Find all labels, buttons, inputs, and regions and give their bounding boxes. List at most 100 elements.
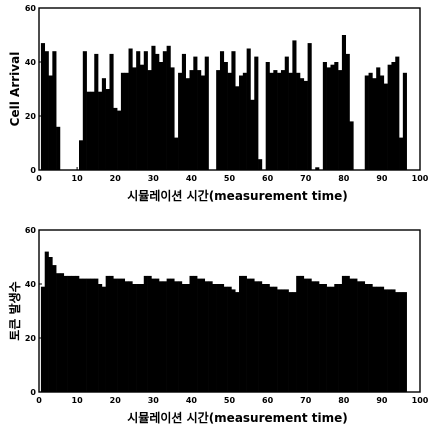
bar: [364, 75, 369, 170]
chart-cell-arrival: 0 10 20 30 40 50 60 70 80 90 100 0 20 40 60 시뮬레이션 시간(…: [8, 4, 429, 203]
bar: [280, 70, 286, 170]
bar: [338, 70, 343, 170]
y-tick-label: 60: [25, 4, 37, 13]
bars-token-count: [40, 251, 407, 392]
bar: [136, 51, 141, 171]
bar: [113, 278, 118, 392]
bar: [277, 72, 282, 170]
bar: [40, 286, 46, 392]
x-tick-label: 50: [224, 174, 236, 183]
bar: [376, 67, 381, 170]
bar: [147, 275, 152, 392]
bar: [239, 275, 244, 392]
bar: [345, 275, 350, 392]
bar: [254, 281, 259, 392]
bar: [307, 43, 312, 170]
bar: [124, 281, 129, 392]
bar: [109, 53, 114, 170]
bar: [128, 281, 133, 392]
bar: [223, 62, 228, 170]
bar: [94, 53, 99, 170]
bar: [307, 278, 312, 392]
x-axis-label-cell-arrival: 시뮬레이션 시간(measurement time): [127, 188, 348, 203]
bar: [395, 56, 400, 170]
bar: [265, 284, 270, 392]
x-tick-labels-cell-arrival: 0 10 20 30 40 50 60 70 80 90 100: [36, 167, 429, 183]
bar: [372, 286, 377, 392]
bar: [334, 62, 339, 170]
bar: [94, 278, 99, 392]
bar: [120, 72, 126, 170]
bar: [56, 126, 61, 170]
bar: [273, 286, 278, 392]
bar: [159, 62, 164, 170]
bar: [399, 292, 404, 392]
bar: [124, 72, 129, 170]
bar: [155, 278, 160, 392]
bar: [143, 275, 148, 392]
bar: [231, 51, 236, 171]
bar: [380, 75, 385, 170]
bar: [250, 99, 255, 170]
bar: [128, 48, 133, 170]
bar: [181, 284, 186, 392]
bar: [349, 278, 354, 392]
x-tick-label: 40: [186, 174, 198, 183]
bar: [109, 275, 114, 392]
bar: [349, 121, 354, 170]
x-tick-label: 0: [36, 396, 42, 405]
bar: [162, 281, 167, 392]
bar: [52, 51, 57, 171]
bars-cell-arrival: [40, 35, 407, 171]
bar: [79, 278, 84, 392]
bar: [288, 72, 293, 170]
bar: [204, 281, 209, 392]
bar: [216, 70, 221, 170]
x-tick-label: 10: [72, 174, 84, 183]
x-tick-label: 60: [262, 174, 274, 183]
x-tick-label: 100: [412, 396, 429, 405]
y-tick-label: 0: [30, 388, 36, 397]
bar: [52, 265, 57, 392]
bar: [90, 91, 95, 170]
bar: [219, 284, 225, 392]
bar: [292, 292, 297, 392]
bar: [86, 278, 91, 392]
bar: [227, 286, 232, 392]
bar: [368, 284, 373, 392]
bar: [204, 56, 209, 170]
bar: [82, 51, 87, 171]
bar: [288, 292, 293, 392]
bar: [235, 292, 240, 392]
x-tick-label: 20: [110, 174, 122, 183]
bar: [387, 289, 392, 392]
bar: [391, 62, 396, 170]
bar: [82, 278, 87, 392]
bar: [132, 284, 137, 392]
bar: [193, 56, 198, 170]
bar: [265, 62, 270, 170]
bar: [357, 281, 362, 392]
bar: [341, 35, 347, 170]
bar: [364, 284, 369, 392]
y-tick-label: 40: [25, 280, 37, 289]
x-tick-label: 30: [148, 174, 160, 183]
bar: [315, 281, 320, 392]
bar: [334, 284, 339, 392]
x-tick-label: 80: [338, 174, 350, 183]
bar: [208, 281, 213, 392]
bar: [246, 278, 251, 392]
x-axis-label-token-count: 시뮬레이션 시간(measurement time): [127, 410, 348, 425]
bar: [383, 83, 388, 170]
x-tick-labels-token-count: 0 10 20 30 40 50 60 70 80 90 100: [36, 389, 429, 405]
bar: [200, 75, 206, 170]
bar: [40, 43, 46, 170]
bar: [162, 51, 167, 171]
bar: [178, 281, 183, 392]
bar: [170, 278, 175, 392]
bar: [159, 281, 164, 392]
chart-token-count: 0 10 20 30 40 50 60 70 80 90 100 0 20 40 60 시뮬레이션 시간(…: [7, 226, 429, 425]
x-tick-label: 10: [72, 396, 84, 405]
bar: [330, 64, 335, 170]
bar: [341, 275, 347, 392]
